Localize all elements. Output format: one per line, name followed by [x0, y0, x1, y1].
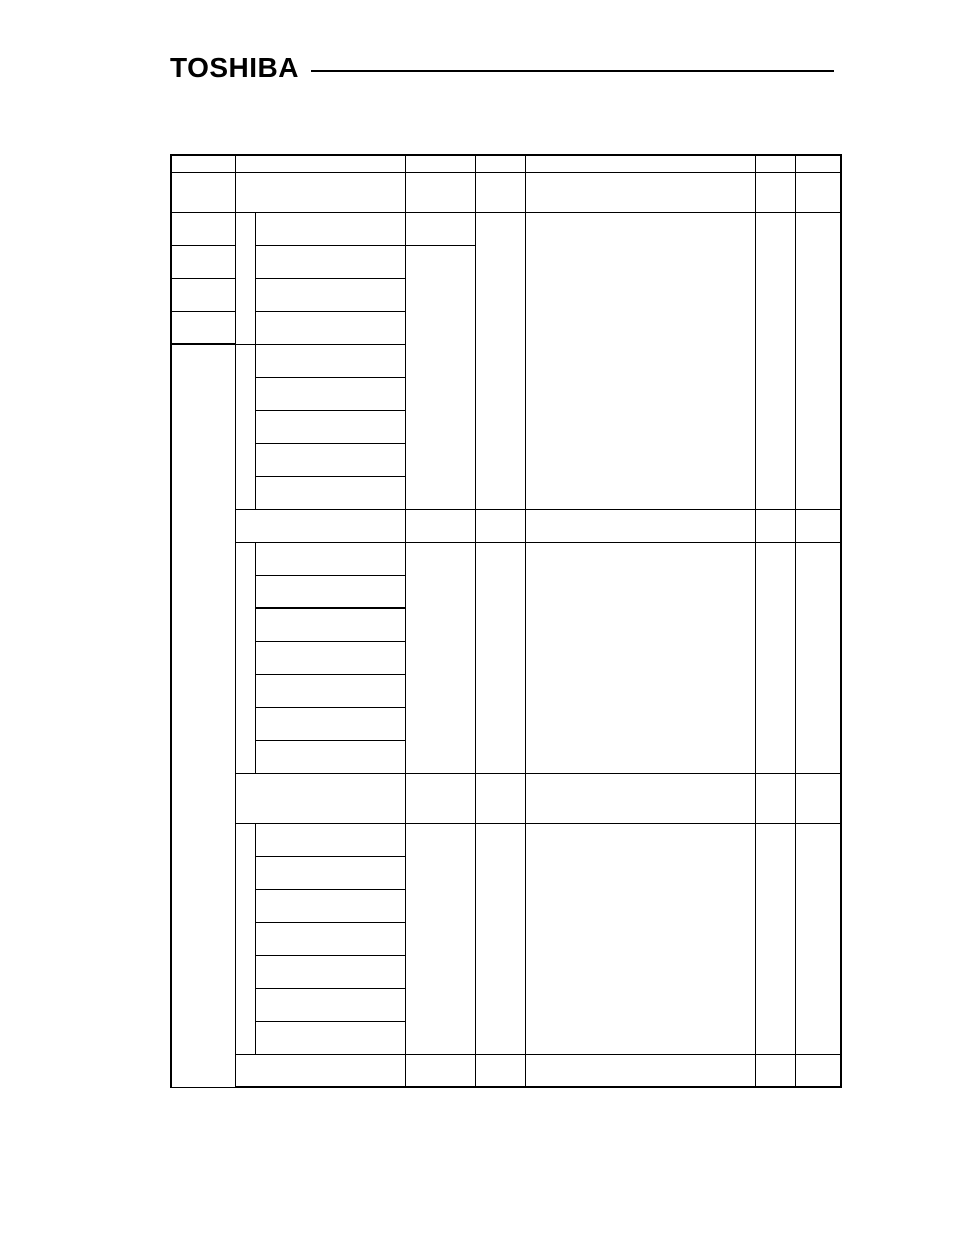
cell — [255, 344, 405, 377]
cell — [525, 509, 755, 542]
page-header: TOSHIBA — [170, 52, 834, 84]
cell — [525, 773, 755, 823]
table-row — [171, 773, 841, 823]
table-row — [171, 509, 841, 542]
cell — [235, 823, 255, 1054]
cell — [755, 1054, 795, 1087]
cell — [235, 212, 255, 344]
cell — [475, 172, 525, 212]
table-row — [171, 1054, 841, 1087]
cell — [255, 443, 405, 476]
cell — [795, 773, 841, 823]
cell — [171, 344, 235, 1087]
cell — [795, 542, 841, 773]
cell — [255, 377, 405, 410]
cell — [255, 955, 405, 988]
header-rule — [311, 70, 834, 72]
cell — [475, 1054, 525, 1087]
table-row — [171, 212, 841, 245]
cell — [755, 212, 795, 509]
cell — [405, 542, 475, 773]
cell — [235, 1054, 405, 1087]
cell — [171, 311, 235, 344]
cell — [525, 823, 755, 1054]
cell — [405, 172, 475, 212]
cell — [171, 212, 235, 245]
cell — [235, 172, 405, 212]
cell — [255, 674, 405, 707]
cell — [235, 344, 255, 509]
cell — [475, 773, 525, 823]
table-row — [171, 542, 841, 575]
cell — [235, 155, 405, 172]
cell — [755, 172, 795, 212]
cell — [171, 172, 235, 212]
cell — [255, 740, 405, 773]
cell — [255, 922, 405, 955]
cell — [235, 773, 405, 823]
cell — [255, 476, 405, 509]
cell — [795, 1054, 841, 1087]
cell — [235, 509, 405, 542]
cell — [255, 311, 405, 344]
cell — [475, 212, 525, 509]
brand-logo-text: TOSHIBA — [170, 52, 299, 84]
cell — [755, 773, 795, 823]
cell — [405, 245, 475, 509]
spec-table — [170, 154, 842, 1088]
cell — [235, 542, 255, 773]
cell — [255, 278, 405, 311]
cell — [255, 410, 405, 443]
cell — [525, 1054, 755, 1087]
cell — [255, 575, 405, 608]
cell — [255, 245, 405, 278]
cell — [755, 155, 795, 172]
cell — [755, 542, 795, 773]
cell — [171, 245, 235, 278]
table-row — [171, 823, 841, 856]
cell — [525, 212, 755, 509]
cell — [405, 1054, 475, 1087]
page: TOSHIBA — [0, 0, 954, 1235]
cell — [475, 155, 525, 172]
cell — [255, 889, 405, 922]
cell — [795, 155, 841, 172]
cell — [405, 509, 475, 542]
cell — [795, 509, 841, 542]
cell — [405, 823, 475, 1054]
cell — [255, 707, 405, 740]
cell — [255, 212, 405, 245]
cell — [255, 608, 405, 641]
cell — [405, 212, 475, 245]
cell — [171, 155, 235, 172]
cell — [475, 823, 525, 1054]
spec-table-wrap — [170, 154, 840, 1088]
cell — [255, 542, 405, 575]
cell — [255, 1021, 405, 1054]
cell — [755, 509, 795, 542]
cell — [255, 988, 405, 1021]
table-row — [171, 172, 841, 212]
cell — [795, 212, 841, 509]
cell — [405, 155, 475, 172]
cell — [405, 773, 475, 823]
cell — [795, 823, 841, 1054]
cell — [255, 856, 405, 889]
cell — [525, 155, 755, 172]
cell — [795, 172, 841, 212]
cell — [525, 542, 755, 773]
cell — [755, 823, 795, 1054]
cell — [171, 278, 235, 311]
cell — [255, 823, 405, 856]
cell — [525, 172, 755, 212]
cell — [255, 641, 405, 674]
cell — [475, 542, 525, 773]
table-row — [171, 155, 841, 172]
cell — [475, 509, 525, 542]
